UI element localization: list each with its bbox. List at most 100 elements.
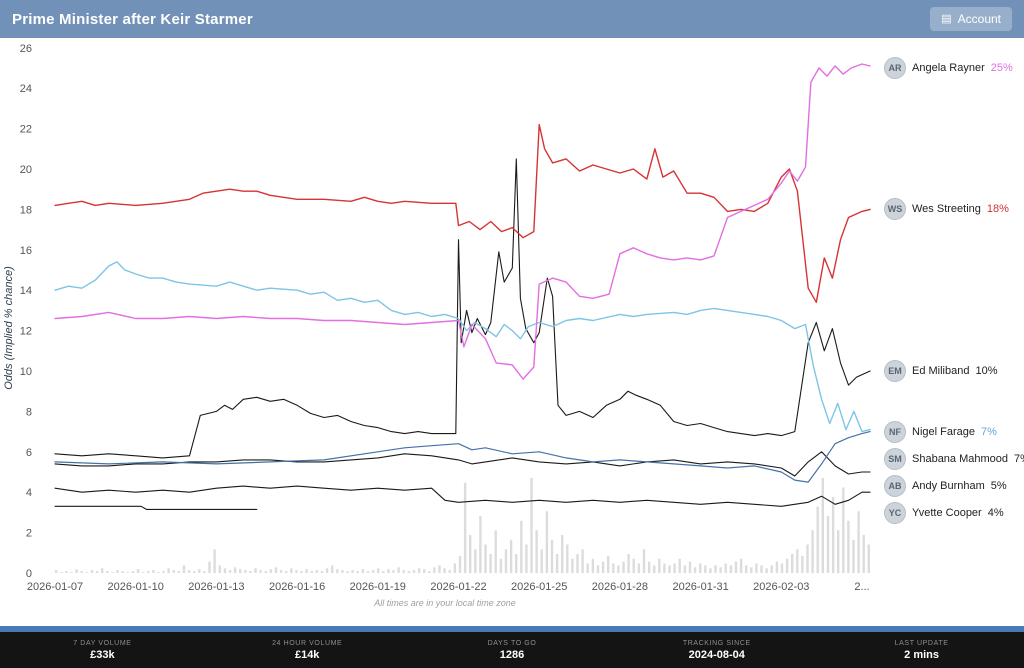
volume-bar xyxy=(704,565,707,573)
volume-bar xyxy=(760,565,763,573)
volume-bar xyxy=(642,549,646,574)
volume-bar xyxy=(85,572,89,573)
legend-item[interactable]: AB Andy Burnham 5% xyxy=(884,474,1007,497)
avatar: EM xyxy=(884,360,906,382)
legend-name: Nigel Farage xyxy=(912,425,975,438)
volume-bar xyxy=(453,563,457,573)
volume-bar xyxy=(95,571,99,573)
volume-bar xyxy=(509,539,513,574)
x-tick-label: 2026-01-16 xyxy=(269,581,325,593)
volume-bar xyxy=(141,572,145,573)
volume-bar xyxy=(801,555,804,573)
legend-item[interactable]: AR Angela Rayner 25% xyxy=(884,57,1013,79)
volume-bar xyxy=(65,571,68,573)
series-line-angela-rayner xyxy=(54,63,871,380)
avatar: YC xyxy=(884,501,906,524)
footer-stat-label: DAYS TO GO xyxy=(487,639,537,647)
volume-bar xyxy=(607,555,610,573)
volume-bar xyxy=(336,569,339,573)
y-tick-label: 0 xyxy=(26,568,32,580)
volume-bar xyxy=(627,554,630,573)
chart-area: 0 2 4 6 8 10 12 14 16 18 20 22 24 26 2026-01-07 2026-01… xyxy=(0,38,1024,626)
avatar: WS xyxy=(884,198,906,221)
volume-bar xyxy=(382,571,385,573)
legend-name: Ed Miliband xyxy=(912,365,970,377)
volume-bar xyxy=(346,571,349,573)
x-tick-label: 2026-01-07 xyxy=(27,581,83,593)
y-tick-label: 6 xyxy=(26,447,32,459)
volume-bar xyxy=(688,561,692,573)
footer-stat-label: LAST UPDATE xyxy=(894,639,949,647)
volume-bar xyxy=(392,570,395,573)
volume-bar xyxy=(683,565,687,573)
volume-bar xyxy=(489,554,492,573)
volume-bar xyxy=(182,565,186,573)
volume-bar xyxy=(837,530,840,574)
y-tick-label: 8 xyxy=(26,406,32,418)
volume-bar xyxy=(770,565,773,573)
footer-stat-value: 2 mins xyxy=(904,648,940,661)
volume-bar xyxy=(448,570,451,573)
volume-bar xyxy=(653,565,656,573)
account-icon: ▤ xyxy=(941,12,952,25)
y-tick-label: 14 xyxy=(20,285,32,297)
volume-bar xyxy=(371,570,375,573)
legend-item[interactable]: EM Ed Miliband 10% xyxy=(884,360,998,382)
volume-bar xyxy=(852,539,855,574)
volume-bar xyxy=(90,570,94,573)
volume-bar xyxy=(407,571,411,573)
volume-bar xyxy=(494,530,497,574)
y-tick-label: 4 xyxy=(26,487,32,499)
volume-bar xyxy=(131,571,135,573)
volume-bar xyxy=(775,561,779,573)
footer-stat-label: 24 HOUR VOLUME xyxy=(272,639,343,647)
volume-bar xyxy=(678,558,681,574)
account-button[interactable]: ▤ Account xyxy=(930,7,1012,31)
volume-bar xyxy=(791,554,794,573)
volume-bar xyxy=(193,571,196,573)
footer-stat-label: TRACKING SINCE xyxy=(682,639,751,647)
legend-name: Shabana Mahmood xyxy=(912,452,1009,465)
volume-bar xyxy=(555,554,559,573)
volume-bar xyxy=(228,570,232,573)
legend-item[interactable]: YC Yvette Cooper 4% xyxy=(884,501,1004,524)
y-tick-label: 24 xyxy=(20,83,32,95)
volume-bar xyxy=(479,516,482,573)
footer-stat: 24 HOUR VOLUME £14k xyxy=(205,632,410,668)
volume-bar xyxy=(566,544,569,573)
x-tick-label: 2026-01-13 xyxy=(188,581,244,593)
footer-stat: LAST UPDATE 2 mins xyxy=(819,632,1024,668)
volume-bar xyxy=(377,568,380,574)
volume-bar xyxy=(576,554,579,573)
volume-bar xyxy=(632,558,635,574)
footer-stat-value: 1286 xyxy=(499,648,525,661)
volume-bar xyxy=(724,563,727,573)
legend-pct: 5% xyxy=(990,479,1007,492)
account-button-label: Account xyxy=(957,12,1001,26)
volume-bar xyxy=(187,570,191,573)
legend-item[interactable]: WS Wes Streeting 18% xyxy=(884,198,1009,221)
y-tick-label: 22 xyxy=(20,124,32,136)
volume-bar xyxy=(116,570,119,573)
volume-bar xyxy=(699,563,702,573)
volume-bar xyxy=(402,570,405,573)
volume-bar xyxy=(693,567,697,573)
y-tick-label: 12 xyxy=(20,326,32,338)
legend-item[interactable]: NF Nigel Farage 7% xyxy=(884,420,997,443)
volume-bar xyxy=(719,567,722,573)
legend-name: Wes Streeting xyxy=(912,203,981,216)
volume-bar xyxy=(658,558,661,574)
x-tick-label: 2... xyxy=(854,581,869,593)
volume-bar xyxy=(867,544,870,573)
series-line-andy-burnham xyxy=(54,451,871,477)
volume-bar xyxy=(233,567,237,573)
y-tick-label: 16 xyxy=(20,245,32,257)
header: Prime Minister after Keir Starmer ▤ Acco… xyxy=(0,0,1024,38)
legend-item[interactable]: SM Shabana Mahmood 7% xyxy=(884,447,1024,470)
volume-bar xyxy=(269,569,273,573)
y-tick-label: 10 xyxy=(20,366,32,378)
volume-bar xyxy=(622,561,625,573)
volume-bar xyxy=(714,565,717,573)
volume-bar xyxy=(561,535,564,573)
volume-bar xyxy=(295,570,298,573)
